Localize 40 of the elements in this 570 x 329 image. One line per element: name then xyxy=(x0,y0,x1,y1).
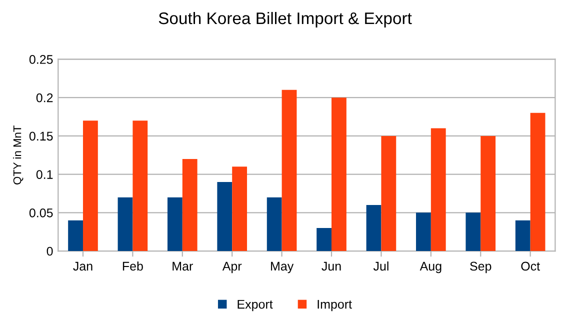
bar xyxy=(82,120,98,252)
y-tick-label: 0.2 xyxy=(36,93,53,102)
x-tick-label: Feb xyxy=(122,261,143,271)
y-tick-label: 0.1 xyxy=(36,170,53,179)
bar xyxy=(466,212,481,252)
y-axis-title: QTY in MnT xyxy=(13,126,24,184)
bar xyxy=(182,158,198,252)
bar xyxy=(167,197,182,252)
legend-label: Export xyxy=(238,300,273,312)
x-tick-label: Apr xyxy=(222,262,242,274)
x-tick-label: Jan xyxy=(73,262,92,271)
bar xyxy=(515,220,530,252)
bar xyxy=(430,128,446,252)
bar xyxy=(332,98,346,252)
y-tick-label: 0 xyxy=(46,246,53,256)
x-tick-label: May xyxy=(271,262,294,274)
y-tick-label: 0.25 xyxy=(29,55,53,64)
bar xyxy=(68,220,83,252)
bar xyxy=(530,112,546,252)
y-tick-label: 0.05 xyxy=(29,208,53,218)
x-tick-label: Oct xyxy=(521,262,540,271)
bar xyxy=(217,182,232,252)
bar xyxy=(118,197,133,252)
bar xyxy=(381,136,396,252)
x-tick-label: Jun xyxy=(322,262,341,271)
x-tick-label: Sep xyxy=(470,262,492,274)
bar xyxy=(132,120,148,252)
bar xyxy=(416,212,431,252)
bar xyxy=(282,90,297,252)
y-tick-label: 0.15 xyxy=(29,132,53,141)
legend-label: Import xyxy=(318,300,352,312)
x-tick-label: Jul xyxy=(373,261,388,271)
bar xyxy=(366,204,382,252)
x-tick-label: Aug xyxy=(420,262,442,274)
bar xyxy=(480,136,496,252)
bar xyxy=(266,197,282,252)
bar xyxy=(316,228,332,252)
bar xyxy=(232,166,248,252)
chart-title: South Korea Billet Import & Export xyxy=(158,12,412,28)
x-tick-label: Mar xyxy=(172,262,193,271)
